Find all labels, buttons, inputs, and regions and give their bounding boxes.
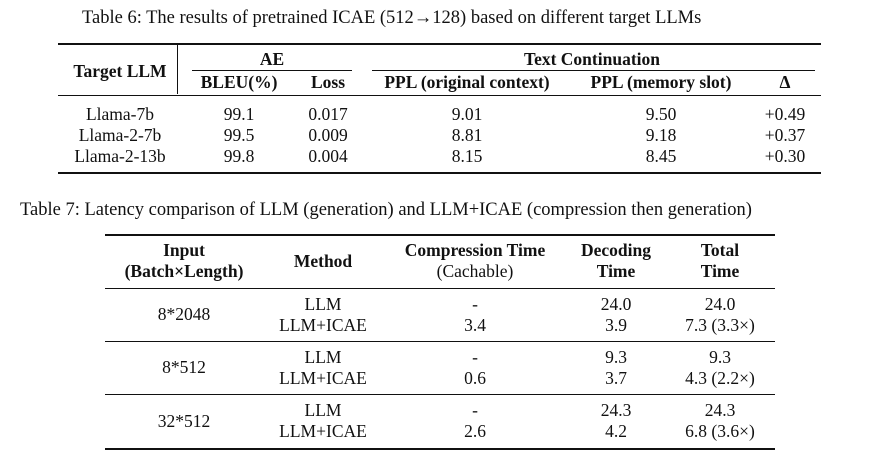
t6-cell-delta: +0.30 <box>764 146 806 166</box>
t6-header-rule <box>58 95 821 96</box>
t7-cell-dec: 24.3 <box>600 400 632 420</box>
t6-cell-loss: 0.004 <box>308 146 348 166</box>
t6-header-vline <box>177 45 178 94</box>
t7-cell-total: 4.3 (2.2×) <box>685 368 755 388</box>
t7-cell-dec: 3.7 <box>605 368 627 388</box>
t7-cell-method: LLM <box>304 347 342 367</box>
t6-header-bleu: BLEU(%) <box>200 72 278 92</box>
t7-cell-comp: - <box>472 347 478 367</box>
t7-cell-total: 24.0 <box>704 294 736 314</box>
t7-cell-comp: - <box>472 400 478 420</box>
t7-header-total: Total <box>700 240 740 260</box>
t7-group-rule <box>105 341 775 342</box>
t7-header-input: Input <box>163 240 205 260</box>
t7-cell-total: 24.3 <box>704 400 736 420</box>
t6-cell-ppl-orig: 8.81 <box>451 125 483 145</box>
t7-cell-method: LLM <box>304 294 342 314</box>
table6-caption: Table 6: The results of pretrained ICAE … <box>82 8 702 28</box>
t6-header-target-llm: Target LLM <box>73 61 167 81</box>
t7-cell-dec: 4.2 <box>605 421 627 441</box>
t7-cell-total: 6.8 (3.6×) <box>685 421 755 441</box>
t7-header-method: Method <box>293 251 353 271</box>
t6-cell-loss: 0.009 <box>308 125 348 145</box>
t6-cell-bleu: 99.8 <box>223 146 255 166</box>
t7-cell-total: 7.3 (3.3×) <box>685 315 755 335</box>
t7-cell-comp: - <box>472 294 478 314</box>
t6-cell-model: Llama-2-13b <box>74 146 166 166</box>
table7-caption: Table 7: Latency comparison of LLM (gene… <box>20 200 752 220</box>
t7-cell-input: 8*2048 <box>157 304 211 324</box>
t7-cell-method: LLM+ICAE <box>279 368 367 388</box>
t6-cell-delta: +0.49 <box>764 104 806 124</box>
table7-top-rule <box>105 234 775 236</box>
t7-cell-dec: 9.3 <box>605 347 627 367</box>
t6-cell-ppl-orig: 9.01 <box>451 104 483 124</box>
t6-header-tc-cmidrule <box>372 70 815 71</box>
t7-header-compression-sub: (Cachable) <box>436 261 514 281</box>
t7-cell-dec: 24.0 <box>600 294 632 314</box>
t6-cell-delta: +0.37 <box>764 125 806 145</box>
t7-cell-comp: 0.6 <box>464 368 486 388</box>
t7-header-compression: Compression Time <box>404 240 546 260</box>
t6-cell-loss: 0.017 <box>308 104 348 124</box>
t7-cell-method: LLM <box>304 400 342 420</box>
table6-bottom-rule <box>58 172 821 174</box>
t7-cell-total: 9.3 <box>709 347 731 367</box>
t6-header-text-continuation: Text Continuation <box>524 49 660 69</box>
t6-header-ppl-original: PPL (original context) <box>384 72 550 92</box>
t7-header-decoding-sub: Time <box>596 261 636 281</box>
t6-cell-bleu: 99.5 <box>223 125 255 145</box>
t6-header-loss: Loss <box>310 72 346 92</box>
table6-top-rule <box>58 43 821 45</box>
t6-cell-ppl-mem: 8.45 <box>645 146 677 166</box>
t6-header-ppl-memory: PPL (memory slot) <box>590 72 732 92</box>
t7-group-rule <box>105 394 775 395</box>
t6-header-ae: AE <box>259 49 285 69</box>
t7-cell-method: LLM+ICAE <box>279 315 367 335</box>
t7-cell-dec: 3.9 <box>605 315 627 335</box>
t7-cell-input: 32*512 <box>157 411 211 431</box>
t7-header-rule <box>105 288 775 289</box>
t7-cell-input: 8*512 <box>162 357 206 377</box>
t6-cell-ppl-mem: 9.50 <box>645 104 677 124</box>
t6-cell-ppl-mem: 9.18 <box>645 125 677 145</box>
t6-header-delta: Δ <box>779 72 791 92</box>
t7-cell-method: LLM+ICAE <box>279 421 367 441</box>
t7-header-total-sub: Time <box>700 261 740 281</box>
t6-header-ae-cmidrule <box>192 70 352 71</box>
table7-bottom-rule <box>105 448 775 450</box>
t7-header-decoding: Decoding <box>581 240 651 260</box>
t6-cell-bleu: 99.1 <box>223 104 255 124</box>
t7-header-input-sub: (Batch×Length) <box>124 261 244 281</box>
t6-cell-model: Llama-2-7b <box>78 125 162 145</box>
t6-cell-model: Llama-7b <box>85 104 155 124</box>
t7-cell-comp: 2.6 <box>464 421 486 441</box>
t7-cell-comp: 3.4 <box>464 315 486 335</box>
t6-cell-ppl-orig: 8.15 <box>451 146 483 166</box>
